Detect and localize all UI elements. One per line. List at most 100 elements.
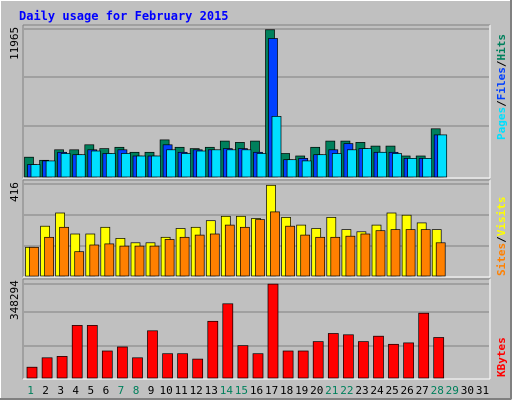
chart-title: Daily usage for February 2015 — [19, 9, 229, 23]
legend-item: Files — [495, 67, 508, 100]
bar-kbytes-day-20 — [312, 341, 324, 379]
legend-item: Pages — [495, 107, 508, 140]
bar-pages-day-22 — [347, 149, 357, 178]
bar-kbytes-day-1 — [26, 366, 38, 379]
bar-pages-day-18 — [286, 159, 297, 178]
bar-pages-day-14 — [226, 149, 237, 178]
bar-kbytes-day-28 — [433, 337, 445, 379]
bar-sites-day-3 — [59, 226, 69, 277]
x-tick-label-day-19: 19 — [295, 384, 308, 397]
panel1-gridlines — [24, 28, 489, 127]
bar-kbytes-day-16 — [252, 353, 264, 379]
bar-pages-day-3 — [60, 153, 71, 178]
legend-item: KBytes — [495, 337, 508, 377]
bar-sites-day-9 — [149, 245, 160, 277]
bar-kbytes-day-24 — [373, 335, 384, 379]
panel1-bars — [24, 29, 448, 178]
bar-kbytes-day-15 — [237, 345, 249, 379]
bar-sites-day-16 — [255, 219, 265, 277]
x-tick-label-day-7: 7 — [118, 384, 125, 397]
bar-sites-day-5 — [89, 244, 100, 277]
panel1-legend: Pages/Files/Hits — [495, 34, 508, 140]
bar-sites-day-28 — [435, 242, 446, 277]
bar-kbytes-day-22 — [343, 334, 354, 379]
panel3-legend: KBytes — [495, 337, 508, 377]
bar-sites-day-4 — [74, 251, 85, 277]
x-tick-label-day-5: 5 — [87, 384, 94, 397]
bar-pages-day-4 — [75, 154, 86, 178]
panel2-bars — [25, 184, 446, 277]
x-tick-label-day-1: 1 — [27, 384, 34, 397]
bar-pages-day-28 — [437, 134, 448, 178]
bar-sites-day-1 — [29, 246, 39, 277]
bar-pages-day-5 — [90, 150, 101, 178]
bar-pages-day-23 — [362, 148, 372, 178]
x-tick-label-day-12: 12 — [190, 384, 203, 397]
bar-pages-day-13 — [211, 149, 222, 178]
bar-kbytes-day-12 — [192, 358, 204, 379]
bar-pages-day-8 — [136, 155, 146, 178]
panel-hits-files-pages: 11965 Pages/Files/Hits — [8, 24, 508, 179]
bar-kbytes-day-14 — [222, 303, 234, 379]
bar-pages-day-24 — [377, 151, 387, 178]
x-tick-label-day-18: 18 — [280, 384, 293, 397]
bar-kbytes-day-6 — [101, 350, 113, 379]
bar-pages-day-6 — [105, 153, 116, 178]
bar-pages-day-16 — [256, 153, 267, 178]
x-tick-label-day-23: 23 — [355, 384, 368, 397]
x-tick-label-day-27: 27 — [416, 384, 429, 397]
x-tick-label-day-9: 9 — [148, 384, 155, 397]
bar-pages-day-1 — [30, 164, 41, 178]
x-tick-label-day-6: 6 — [103, 384, 110, 397]
bar-sites-day-19 — [300, 234, 311, 277]
bar-kbytes-day-21 — [327, 333, 339, 379]
x-tick-label-day-14: 14 — [220, 384, 234, 397]
bar-kbytes-day-4 — [71, 325, 83, 379]
bar-sites-day-17 — [270, 211, 280, 277]
x-tick-label-day-24: 24 — [370, 384, 384, 397]
bar-sites-day-23 — [360, 233, 371, 277]
bar-pages-day-9 — [151, 155, 161, 178]
bar-sites-day-25 — [390, 229, 401, 277]
bar-kbytes-day-3 — [56, 356, 68, 379]
x-tick-label-day-31: 31 — [476, 384, 489, 397]
panel2-legend: Sites/Visits — [495, 197, 508, 277]
bar-pages-day-19 — [301, 160, 312, 178]
bar-pages-day-17 — [271, 116, 282, 178]
panel3-y-max-label: 348294 — [8, 280, 21, 320]
x-tick-label-day-3: 3 — [57, 384, 64, 397]
legend-item: / — [495, 236, 508, 243]
bar-pages-day-2 — [45, 160, 56, 178]
bar-sites-day-27 — [420, 229, 431, 277]
legend-item: Visits — [495, 197, 508, 237]
bar-pages-day-27 — [422, 158, 433, 178]
legend-item: / — [495, 100, 508, 107]
bar-sites-day-20 — [315, 236, 326, 277]
bar-pages-day-25 — [392, 153, 402, 178]
bar-sites-day-6 — [104, 243, 115, 277]
bar-sites-day-13 — [209, 233, 220, 277]
legend-item: / — [495, 60, 508, 67]
bar-pages-day-21 — [331, 153, 342, 178]
bar-kbytes-day-9 — [147, 330, 158, 379]
x-tick-label-day-16: 16 — [250, 384, 263, 397]
panel1-y-max-label: 11965 — [8, 27, 21, 60]
bar-pages-day-10 — [166, 149, 176, 178]
bar-sites-day-14 — [224, 224, 235, 277]
panel-kbytes: 348294 KBytes — [8, 278, 508, 380]
bar-sites-day-18 — [285, 225, 295, 277]
bar-pages-day-11 — [181, 153, 191, 178]
x-tick-label-day-4: 4 — [72, 384, 79, 397]
bar-sites-day-11 — [179, 236, 190, 277]
bar-sites-day-8 — [134, 245, 145, 277]
x-tick-label-day-2: 2 — [42, 384, 49, 397]
x-tick-label-day-20: 20 — [310, 384, 323, 397]
x-tick-label-day-17: 17 — [265, 384, 278, 397]
bar-kbytes-day-19 — [297, 350, 309, 379]
x-tick-label-day-21: 21 — [325, 384, 338, 397]
bar-kbytes-day-8 — [132, 357, 143, 379]
bar-sites-day-2 — [44, 236, 54, 277]
bar-pages-day-26 — [407, 158, 417, 178]
bar-sites-day-10 — [164, 239, 175, 277]
